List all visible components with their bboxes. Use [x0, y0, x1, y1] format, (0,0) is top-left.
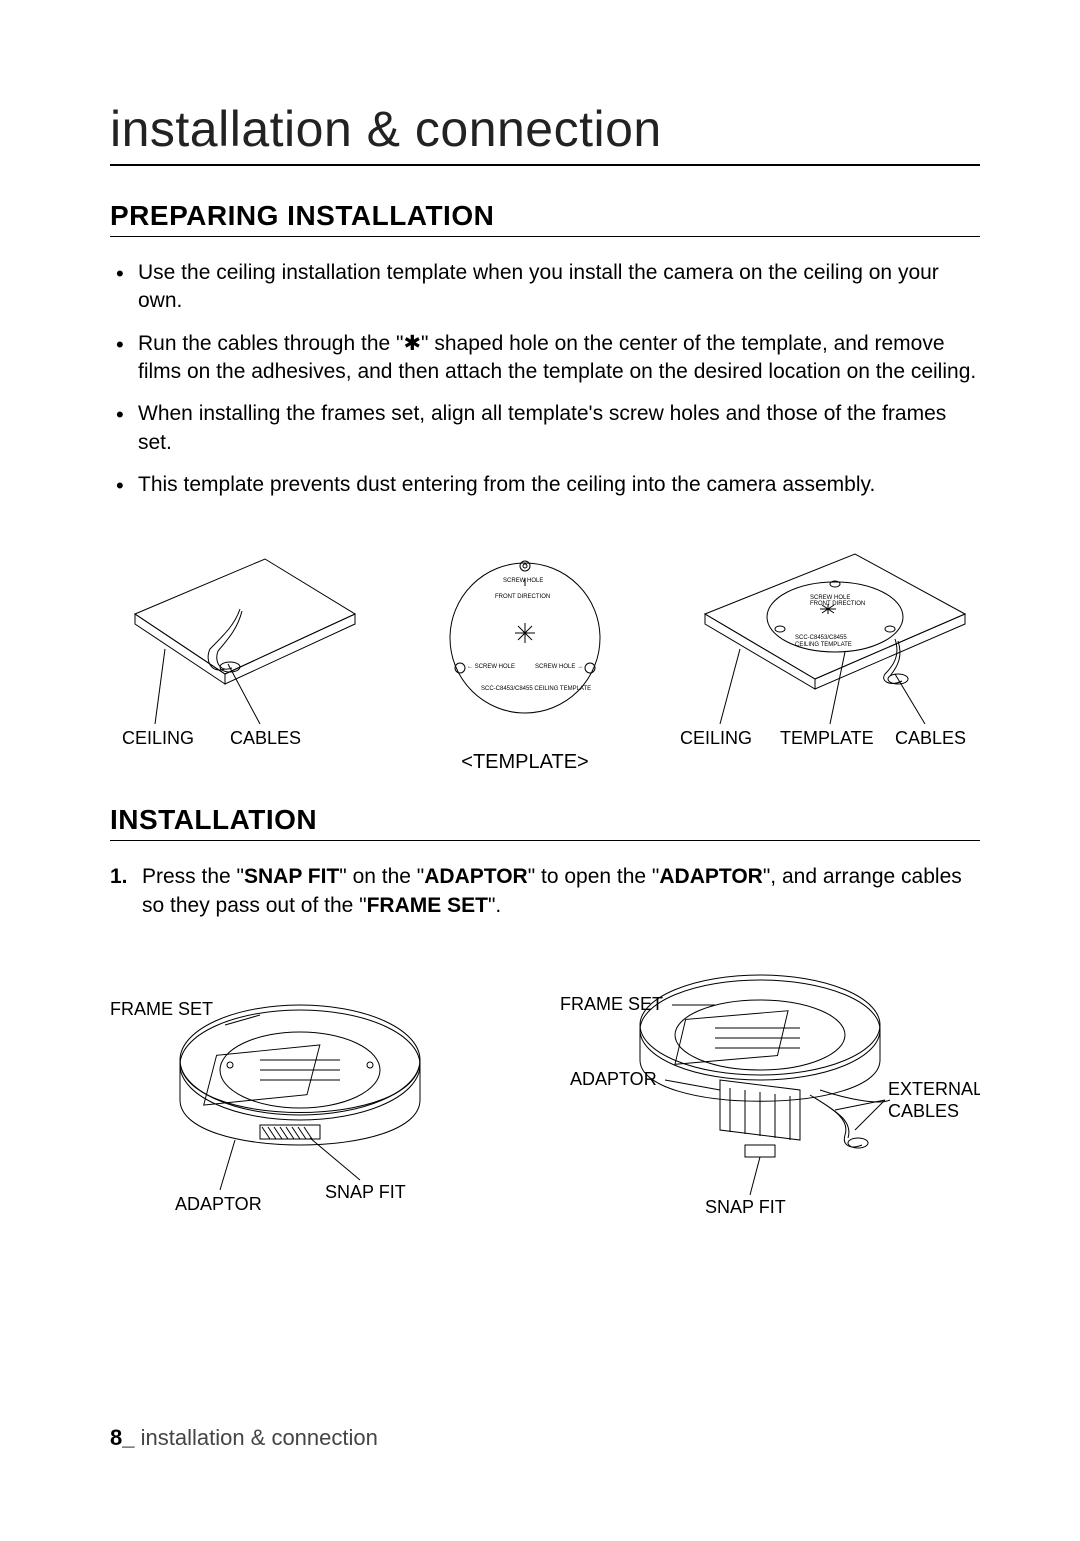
step-1-adaptor: ADAPTOR [424, 865, 527, 888]
step-1-text-c: " to open the " [528, 865, 660, 888]
label-external-2: CABLES [888, 1101, 959, 1121]
step-1-snapfit: SNAP FIT [244, 865, 339, 888]
label-adaptor-right: ADAPTOR [570, 1069, 657, 1089]
step-1-number: 1. [110, 863, 128, 891]
label-cables-right: CABLES [895, 728, 966, 748]
tpl-text-front: FRONT DIRECTION [495, 594, 550, 600]
step-1-frameset: FRAME SET [367, 894, 488, 917]
tpl-text-screw-top: SCREW HOLE [503, 578, 543, 584]
label-ceiling-left: CEILING [122, 728, 194, 748]
label-frameset-left: FRAME SET [110, 999, 213, 1019]
svg-text:← SCREW HOLE: ← SCREW HOLE [467, 664, 515, 670]
bullet-2: Run the cables through the "✱" shaped ho… [110, 330, 980, 387]
caption-template: <TEMPLATE> [425, 751, 625, 774]
svg-assembly-right: FRAME SET ADAPTOR EXTERNAL CABLES SNAP F… [550, 950, 980, 1230]
tpl-text-model: SCC-C8453/C8455 CEILING TEMPLATE [481, 686, 591, 692]
step-1-text-b: " on the " [339, 865, 424, 888]
label-external-1: EXTERNAL [888, 1079, 980, 1099]
figure-template-center: SCREW HOLE FRONT DIRECTION ← SCREW HOLE … [425, 548, 625, 774]
label-snapfit-right: SNAP FIT [705, 1197, 786, 1217]
label-snapfit-left: SNAP FIT [325, 1182, 406, 1202]
figure-assembly-left: FRAME SET ADAPTOR SNAP FIT [110, 970, 470, 1235]
label-cables-left: CABLES [230, 728, 301, 748]
svg-ceiling-right: SCREW HOLE FRONT DIRECTION SCC-C8453/C84… [680, 539, 980, 769]
footer-text: installation & connection [134, 1425, 377, 1450]
page-title: installation & connection [110, 100, 980, 166]
figure-ceiling-left: CEILING CABLES [110, 539, 370, 774]
figure-row-1: CEILING CABLES SCREW HOLE FRONT DIRECTIO… [110, 539, 980, 774]
svg-text:SCREW HOLE →: SCREW HOLE → [535, 664, 583, 670]
footer-page-number: 8_ [110, 1425, 134, 1450]
svg-template: SCREW HOLE FRONT DIRECTION ← SCREW HOLE … [425, 548, 625, 738]
svg-text:SCC-C8453/C8455: SCC-C8453/C8455 [795, 635, 847, 641]
page: installation & connection PREPARING INST… [0, 0, 1080, 1541]
bullet-1: Use the ceiling installation template wh… [110, 259, 980, 316]
figure-row-2: FRAME SET ADAPTOR SNAP FIT [110, 950, 980, 1235]
figure-assembly-right: FRAME SET ADAPTOR EXTERNAL CABLES SNAP F… [550, 950, 980, 1235]
label-template-right: TEMPLATE [780, 728, 874, 748]
bullet-3: When installing the frames set, align al… [110, 400, 980, 457]
label-adaptor-left: ADAPTOR [175, 1194, 262, 1214]
step-1-adaptor2: ADAPTOR [659, 865, 762, 888]
svg-text:FRONT DIRECTION: FRONT DIRECTION [810, 601, 865, 607]
installation-steps: 1. Press the "SNAP FIT" on the "ADAPTOR"… [110, 863, 980, 920]
svg-ceiling-left: CEILING CABLES [110, 539, 370, 769]
svg-text:CEILING TEMPLATE: CEILING TEMPLATE [795, 642, 852, 648]
section-heading-preparing: PREPARING INSTALLATION [110, 200, 980, 237]
section-heading-installation: INSTALLATION [110, 804, 980, 841]
label-frameset-right: FRAME SET [560, 994, 663, 1014]
page-footer: 8_ installation & connection [110, 1425, 378, 1451]
figure-ceiling-right: SCREW HOLE FRONT DIRECTION SCC-C8453/C84… [680, 539, 980, 774]
label-ceiling-right: CEILING [680, 728, 752, 748]
step-1: 1. Press the "SNAP FIT" on the "ADAPTOR"… [110, 863, 980, 920]
preparing-bullets: Use the ceiling installation template wh… [110, 259, 980, 499]
svg-assembly-left: FRAME SET ADAPTOR SNAP FIT [110, 970, 470, 1230]
step-1-text-a: Press the " [142, 865, 244, 888]
step-1-text-e: ". [488, 894, 501, 917]
bullet-4: This template prevents dust entering fro… [110, 471, 980, 499]
